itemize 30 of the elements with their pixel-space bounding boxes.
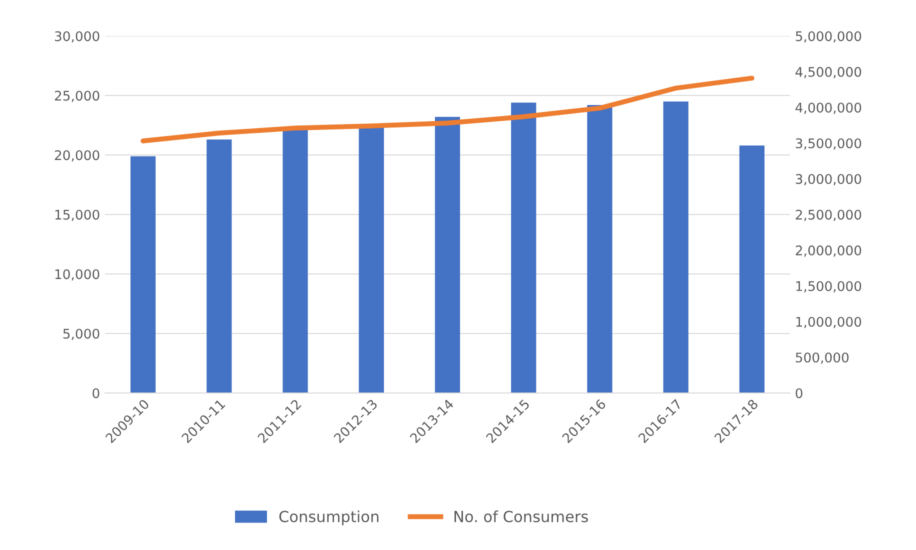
y2-tick-label: 500,000 [796, 352, 849, 364]
y2-tick-label: 2,000,000 [796, 245, 862, 257]
bar [434, 116, 460, 393]
legend-label: Consumption [279, 510, 378, 526]
y2-tick-label: 2,500,000 [796, 210, 862, 222]
y-tick-label: 20,000 [54, 150, 100, 162]
bar [282, 130, 308, 393]
y2-tick-label: 4,500,000 [796, 66, 862, 78]
y-tick-label: 30,000 [54, 31, 100, 43]
y-tick-label: 5,000 [63, 328, 100, 340]
y2-tick-label: 1,500,000 [796, 281, 862, 292]
y2-tick-label: 5,000,000 [796, 31, 862, 43]
y-tick-label: 15,000 [55, 210, 100, 222]
bar [511, 102, 536, 393]
bar [206, 140, 232, 393]
bar [587, 105, 612, 393]
y2-tick-label: 0 [796, 388, 802, 398]
y2-tick-label: 3,000,000 [796, 174, 862, 186]
y2-tick-label: 4,000,000 [796, 102, 862, 114]
y-tick-label: 10,000 [55, 269, 100, 281]
bar [358, 126, 384, 393]
y-tick-label: 25,000 [54, 90, 100, 102]
y2-tick-label: 3,500,000 [796, 138, 862, 150]
bar [130, 156, 156, 393]
y2-tick-label: 1,000,000 [796, 316, 862, 328]
bar [739, 145, 765, 393]
bar [663, 101, 688, 393]
line-series [140, 76, 754, 144]
legend-label: No. of Consumers [454, 510, 588, 522]
y-tick-label: 0 [92, 388, 100, 398]
